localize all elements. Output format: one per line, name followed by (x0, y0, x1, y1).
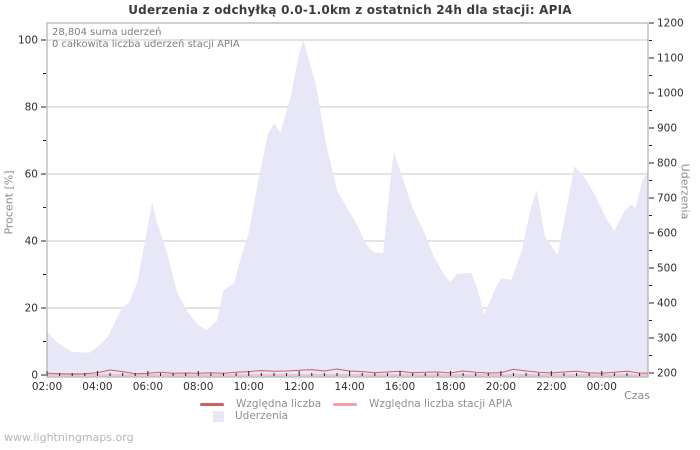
legend-rel-line-label: Względna liczba (236, 398, 322, 410)
svg-text:40: 40 (25, 236, 38, 248)
svg-text:600: 600 (657, 228, 677, 240)
y-axis-label-right: Uderzenia (678, 163, 692, 220)
legend-area-label: Uderzenia (235, 410, 289, 422)
svg-text:100: 100 (18, 35, 38, 47)
svg-text:400: 400 (657, 298, 677, 310)
area-series-uderzenia (47, 40, 648, 377)
svg-text:18:00: 18:00 (435, 381, 465, 393)
chart-annotations: 28,804 suma uderzeń 0 całkowita liczba u… (52, 27, 240, 51)
legend-entry-rel-line-apia: Względna liczba stacji APIA (333, 398, 512, 410)
x-axis-label: Czas (624, 389, 650, 402)
rel-line-swatch-icon (200, 402, 224, 406)
y-axis-label-left: Procent [%] (2, 170, 16, 235)
legend-entry-rel-line: Względna liczba (200, 398, 321, 410)
svg-text:0: 0 (31, 370, 38, 382)
svg-text:80: 80 (25, 102, 38, 114)
axis-tick-labels: 02:00 04:00 06:00 08:00 10:00 12:00 14:00 16:00… (18, 18, 684, 394)
svg-text:1000: 1000 (657, 88, 684, 100)
svg-text:700: 700 (657, 193, 677, 205)
svg-text:60: 60 (25, 169, 38, 181)
svg-text:10:00: 10:00 (234, 381, 264, 393)
svg-text:12:00: 12:00 (284, 381, 314, 393)
svg-text:900: 900 (657, 123, 677, 135)
svg-text:22:00: 22:00 (536, 381, 566, 393)
svg-text:00:00: 00:00 (587, 381, 617, 393)
svg-text:500: 500 (657, 263, 677, 275)
svg-text:16:00: 16:00 (385, 381, 415, 393)
annotation-total-strikes: 28,804 suma uderzeń (52, 27, 162, 38)
plot-frame (46, 22, 649, 378)
legend-entry-area: Uderzenia (213, 410, 288, 422)
watermark: www.lightningmaps.org (4, 431, 134, 444)
svg-text:20: 20 (25, 303, 38, 315)
svg-text:200: 200 (657, 368, 677, 380)
svg-text:20:00: 20:00 (486, 381, 516, 393)
svg-text:14:00: 14:00 (334, 381, 364, 393)
svg-text:06:00: 06:00 (133, 381, 163, 393)
chart-title: Uderzenia z odchyłką 0.0-1.0km z ostatni… (128, 3, 572, 17)
legend-rel-line-apia-label: Względna liczba stacji APIA (369, 398, 513, 410)
svg-text:08:00: 08:00 (183, 381, 213, 393)
rel-line-apia-swatch-icon (333, 402, 357, 406)
svg-text:300: 300 (657, 333, 677, 345)
svg-text:800: 800 (657, 158, 677, 170)
svg-text:04:00: 04:00 (82, 381, 112, 393)
svg-text:02:00: 02:00 (32, 381, 62, 393)
axis-ticks (41, 22, 654, 376)
svg-text:1200: 1200 (657, 18, 684, 30)
annotation-station-strikes: 0 całkowita liczba uderzeń stacji APIA (52, 39, 240, 50)
area-swatch-icon (213, 410, 224, 422)
svg-text:1100: 1100 (657, 53, 684, 65)
